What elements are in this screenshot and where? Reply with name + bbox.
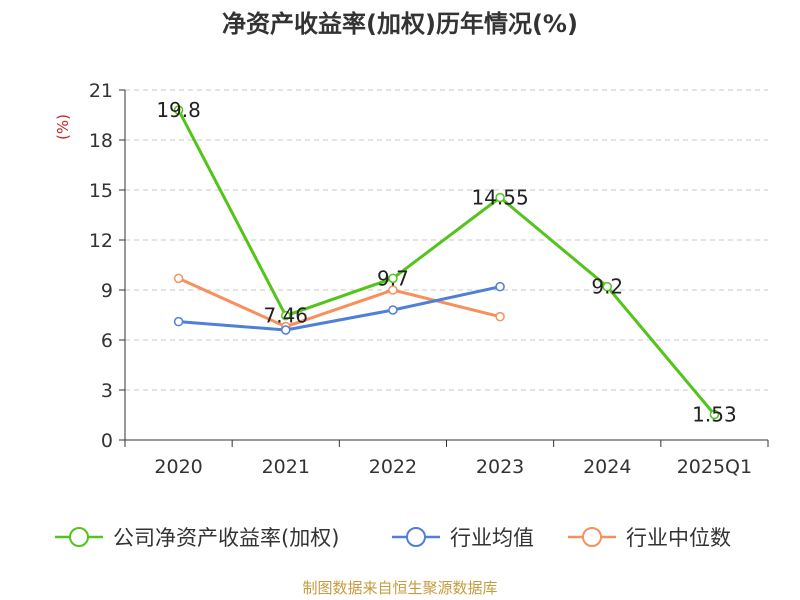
series-line	[177, 276, 502, 329]
legend-item: 公司净资产收益率(加权)	[55, 526, 339, 550]
y-tick-label: 0	[101, 430, 113, 452]
grid-lines	[125, 89, 768, 391]
data-point	[173, 316, 184, 327]
legend-label: 公司净资产收益率(加权)	[113, 526, 339, 550]
y-axis-label: (%)	[54, 114, 72, 140]
data-label: 19.8	[156, 98, 201, 122]
data-point	[495, 311, 505, 322]
data-point	[495, 192, 505, 203]
x-tick-label: 2022	[369, 456, 417, 478]
x-tick-label: 2025Q1	[677, 456, 752, 478]
data-labels: 19.8 7.46 9.7 14.55 9.2 1.53	[156, 98, 736, 427]
data-label: 9.7	[377, 266, 409, 290]
legend-marker	[582, 527, 602, 547]
data-label: 9.2	[591, 275, 623, 299]
data-point	[281, 325, 291, 335]
chart-title: 净资产收益率(加权)历年情况(%)	[222, 10, 578, 38]
series-line	[177, 108, 716, 416]
data-label: 1.53	[692, 403, 737, 427]
legend: 公司净资产收益率(加权) 行业均值 行业中位数	[55, 526, 731, 550]
y-tick-label: 6	[101, 330, 113, 352]
legend-marker	[406, 527, 426, 547]
y-tick-label: 21	[89, 80, 113, 102]
data-point	[388, 273, 398, 284]
legend-item: 行业中位数	[568, 526, 731, 550]
axes: 0 3 6 9 12 15 18 21 2020 2021 2022 2023 2024 2025Q1	[89, 80, 769, 478]
series-0	[173, 105, 720, 420]
x-tick-label: 2021	[262, 456, 310, 478]
x-tick-label: 2024	[583, 456, 631, 478]
data-point	[173, 105, 184, 115]
legend-item: 行业均值	[392, 526, 534, 550]
legend-label: 行业均值	[450, 526, 534, 550]
data-label: 14.55	[471, 186, 528, 210]
series-line	[177, 285, 502, 332]
series-lines	[173, 105, 720, 420]
series-1	[173, 281, 505, 335]
legend-label: 行业中位数	[626, 526, 731, 550]
y-tick-label: 12	[89, 230, 113, 252]
data-point	[281, 310, 291, 321]
y-tick-label: 3	[101, 380, 113, 402]
data-point	[388, 305, 398, 315]
source-footer: 制图数据来自恒生聚源数据库	[302, 579, 498, 597]
y-tick-label: 9	[101, 280, 113, 302]
x-tick-label: 2023	[476, 456, 524, 478]
y-tick-label: 15	[89, 180, 113, 202]
data-point	[602, 281, 612, 292]
data-point	[495, 281, 505, 292]
data-point	[709, 409, 720, 420]
legend-marker	[69, 527, 89, 547]
data-point	[388, 285, 398, 295]
series-2	[173, 273, 505, 332]
x-tick-label: 2020	[154, 456, 202, 478]
data-label: 7.46	[263, 304, 308, 328]
y-tick-label: 18	[89, 130, 113, 152]
data-point	[173, 273, 184, 284]
